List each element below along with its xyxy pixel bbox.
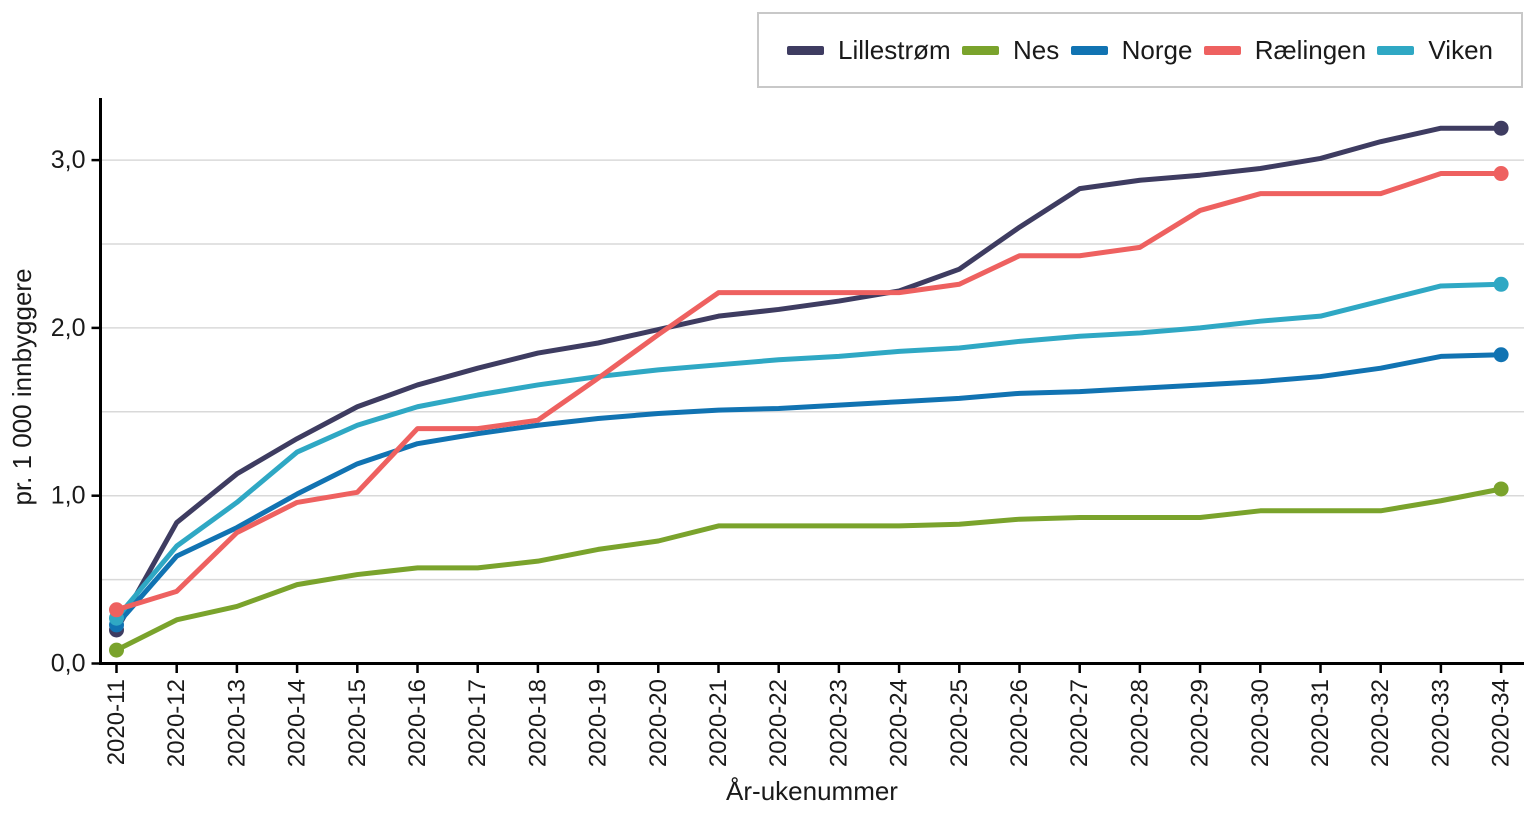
svg-text:2020-13: 2020-13 (223, 679, 250, 767)
svg-text:2020-20: 2020-20 (645, 679, 672, 767)
svg-text:2020-24: 2020-24 (886, 679, 913, 767)
svg-text:2020-28: 2020-28 (1126, 679, 1153, 767)
legend-label-viken: Viken (1428, 35, 1493, 65)
svg-text:2020-12: 2020-12 (163, 679, 190, 767)
legend-label-nes: Nes (1013, 35, 1060, 65)
svg-text:2020-30: 2020-30 (1247, 679, 1274, 767)
svg-text:2020-22: 2020-22 (765, 679, 792, 767)
svg-text:2020-29: 2020-29 (1187, 679, 1214, 767)
legend-label-lillestrom: Lillestrøm (838, 35, 951, 65)
legend-swatch-nes (962, 45, 1000, 55)
legend-label-norge: Norge (1121, 35, 1193, 65)
svg-text:0,0: 0,0 (51, 650, 86, 678)
svg-text:2,0: 2,0 (51, 314, 86, 342)
svg-text:1,0: 1,0 (51, 482, 86, 510)
legend-swatch-raelingen (1203, 45, 1241, 55)
svg-text:2020-31: 2020-31 (1307, 679, 1334, 767)
svg-text:2020-15: 2020-15 (344, 679, 371, 767)
svg-text:2020-21: 2020-21 (705, 679, 732, 767)
legend-label-raelingen: Rælingen (1254, 35, 1367, 65)
legend-item-norge: Norge (1070, 35, 1193, 65)
svg-text:2020-27: 2020-27 (1066, 679, 1093, 767)
svg-text:2020-18: 2020-18 (524, 679, 551, 767)
legend-swatch-norge (1070, 45, 1108, 55)
svg-text:2020-19: 2020-19 (585, 679, 612, 767)
svg-text:2020-23: 2020-23 (825, 679, 852, 767)
svg-text:2020-11: 2020-11 (103, 679, 130, 765)
svg-text:2020-33: 2020-33 (1427, 679, 1454, 767)
svg-text:2020-16: 2020-16 (404, 679, 431, 767)
svg-text:2020-26: 2020-26 (1006, 679, 1033, 767)
legend-swatch-viken (1377, 45, 1415, 55)
svg-text:2020-17: 2020-17 (464, 679, 491, 767)
legend: Lillestrøm Nes Norge Rælingen Viken (757, 12, 1523, 88)
y-axis-title: pr. 1 000 innbyggere (7, 268, 37, 506)
legend-item-lillestrom: Lillestrøm (787, 37, 951, 63)
legend-item-viken: Viken (1377, 37, 1493, 63)
svg-text:2020-14: 2020-14 (284, 679, 311, 767)
legend-item-raelingen: Rælingen (1203, 35, 1367, 65)
legend-swatch-lillestrom (787, 45, 824, 55)
svg-text:3,0: 3,0 (51, 146, 86, 174)
svg-text:2020-25: 2020-25 (946, 679, 973, 767)
svg-text:2020-32: 2020-32 (1367, 679, 1394, 767)
x-axis-title: År-ukenummer (726, 776, 898, 806)
legend-item-nes: Nes (962, 37, 1059, 63)
svg-text:2020-34: 2020-34 (1488, 679, 1515, 767)
